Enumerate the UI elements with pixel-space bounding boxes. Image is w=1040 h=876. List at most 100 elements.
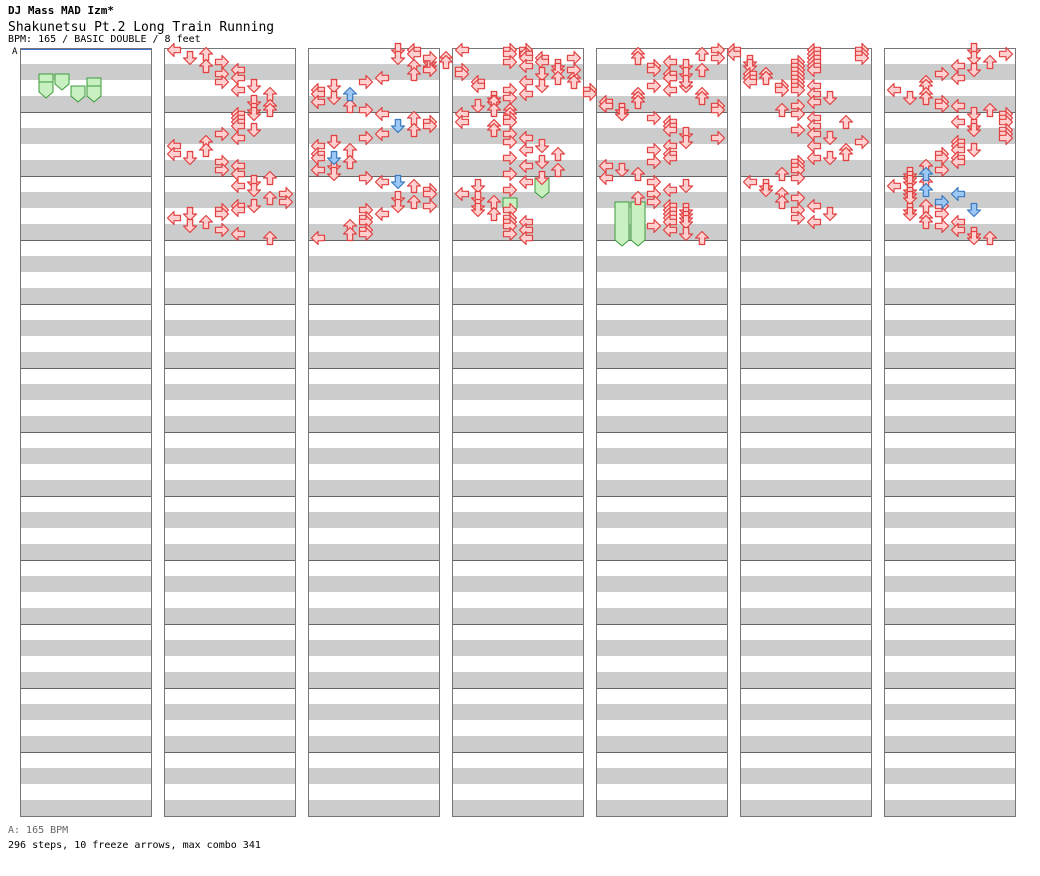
beat-stripe xyxy=(740,480,872,496)
step-arrow-up-icon xyxy=(630,166,646,182)
step-arrow-right-icon xyxy=(646,142,662,158)
step-arrow-left-icon xyxy=(518,86,534,102)
step-arrow-down-icon xyxy=(678,134,694,150)
step-arrow-right-icon xyxy=(790,82,806,98)
step-arrow-up-icon xyxy=(550,70,566,86)
step-arrow-left-icon xyxy=(230,202,246,218)
beat-stripe xyxy=(596,544,728,560)
step-arrow-down-icon xyxy=(326,166,342,182)
beat-stripe xyxy=(740,192,872,208)
beat-stripe xyxy=(884,608,1016,624)
chart-column-6 xyxy=(740,48,872,817)
step-arrow-left-icon xyxy=(470,78,486,94)
step-arrow-up-icon xyxy=(262,102,278,118)
step-arrow-left-icon xyxy=(950,98,966,114)
step-arrow-up-icon xyxy=(630,50,646,66)
beat-stripe xyxy=(452,160,584,176)
beat-stripe xyxy=(20,192,152,208)
beat-stripe xyxy=(164,768,296,784)
step-arrow-down-icon xyxy=(182,206,198,222)
step-arrow-right-icon xyxy=(646,218,662,234)
step-arrow-left-icon xyxy=(374,70,390,86)
beat-stripe xyxy=(884,416,1016,432)
beat-stripe xyxy=(452,800,584,816)
column-border xyxy=(164,48,296,817)
beat-stripe xyxy=(20,480,152,496)
beat-stripe xyxy=(596,352,728,368)
freeze-arrow-right xyxy=(70,85,86,103)
step-arrow-right-icon xyxy=(358,130,374,146)
step-arrow-down-icon xyxy=(678,214,694,230)
beat-stripe xyxy=(740,800,872,816)
footer-step-stats: 296 steps, 10 freeze arrows, max combo 3… xyxy=(8,840,261,851)
step-arrow-right-icon xyxy=(566,62,582,78)
step-arrow-right-icon xyxy=(214,222,230,238)
step-arrow-down-icon xyxy=(534,154,550,170)
beat-stripe xyxy=(740,352,872,368)
step-arrow-down-icon xyxy=(182,50,198,66)
shock-arrow-down-icon xyxy=(966,202,982,218)
step-chart xyxy=(20,42,1016,817)
step-arrow-down-icon xyxy=(390,50,406,66)
step-arrow-right-icon xyxy=(582,86,598,102)
beat-stripe xyxy=(164,384,296,400)
beat-stripe xyxy=(596,64,728,80)
step-arrow-up-icon xyxy=(486,102,502,118)
chart-column-7 xyxy=(884,48,1016,817)
beat-stripe xyxy=(20,768,152,784)
step-arrow-right-icon xyxy=(214,126,230,142)
bpm-change-marker: A xyxy=(12,47,18,57)
step-arrow-left-icon xyxy=(662,182,678,198)
beat-stripe xyxy=(740,544,872,560)
step-arrow-right-icon xyxy=(710,130,726,146)
beat-stripe xyxy=(308,704,440,720)
shock-arrow-down-icon xyxy=(390,118,406,134)
beat-stripe xyxy=(596,256,728,272)
step-arrow-down-icon xyxy=(822,130,838,146)
column-border xyxy=(740,48,872,817)
step-arrow-up-icon xyxy=(406,122,422,138)
beat-stripe xyxy=(740,736,872,752)
beat-stripe xyxy=(164,480,296,496)
beat-stripe xyxy=(596,608,728,624)
beat-stripe xyxy=(308,768,440,784)
step-arrow-up-icon xyxy=(262,190,278,206)
beat-stripe xyxy=(164,800,296,816)
step-arrow-up-icon xyxy=(982,230,998,246)
column-border xyxy=(596,48,728,817)
step-arrow-down-icon xyxy=(822,206,838,222)
freeze-arrow-down xyxy=(614,201,630,247)
step-arrow-left-icon xyxy=(806,62,822,78)
beat-stripe xyxy=(452,704,584,720)
step-arrow-right-icon xyxy=(502,166,518,182)
beat-stripe xyxy=(452,736,584,752)
step-arrow-right-icon xyxy=(422,62,438,78)
shock-arrow-down-icon xyxy=(390,174,406,190)
step-arrow-up-icon xyxy=(694,46,710,62)
step-arrow-right-icon xyxy=(502,182,518,198)
freeze-arrow-up xyxy=(54,73,70,91)
beat-stripe xyxy=(308,96,440,112)
beat-stripe xyxy=(596,768,728,784)
step-arrow-down-icon xyxy=(246,78,262,94)
beat-stripe xyxy=(740,64,872,80)
step-arrow-left-icon xyxy=(662,82,678,98)
beat-stripe xyxy=(452,288,584,304)
beat-stripe xyxy=(596,704,728,720)
step-arrow-left-icon xyxy=(166,210,182,226)
step-arrow-left-icon xyxy=(806,198,822,214)
step-arrow-up-icon xyxy=(406,178,422,194)
step-arrow-left-icon xyxy=(950,70,966,86)
step-arrow-left-icon xyxy=(806,150,822,166)
beat-stripe xyxy=(308,672,440,688)
step-arrow-down-icon xyxy=(534,78,550,94)
step-arrow-right-icon xyxy=(934,162,950,178)
beat-stripe xyxy=(740,416,872,432)
beat-stripe xyxy=(884,320,1016,336)
step-arrow-left-icon xyxy=(662,54,678,70)
step-arrow-right-icon xyxy=(502,54,518,70)
beat-stripe xyxy=(20,640,152,656)
step-arrow-up-icon xyxy=(838,146,854,162)
step-arrow-down-icon xyxy=(902,90,918,106)
beat-stripe xyxy=(164,672,296,688)
